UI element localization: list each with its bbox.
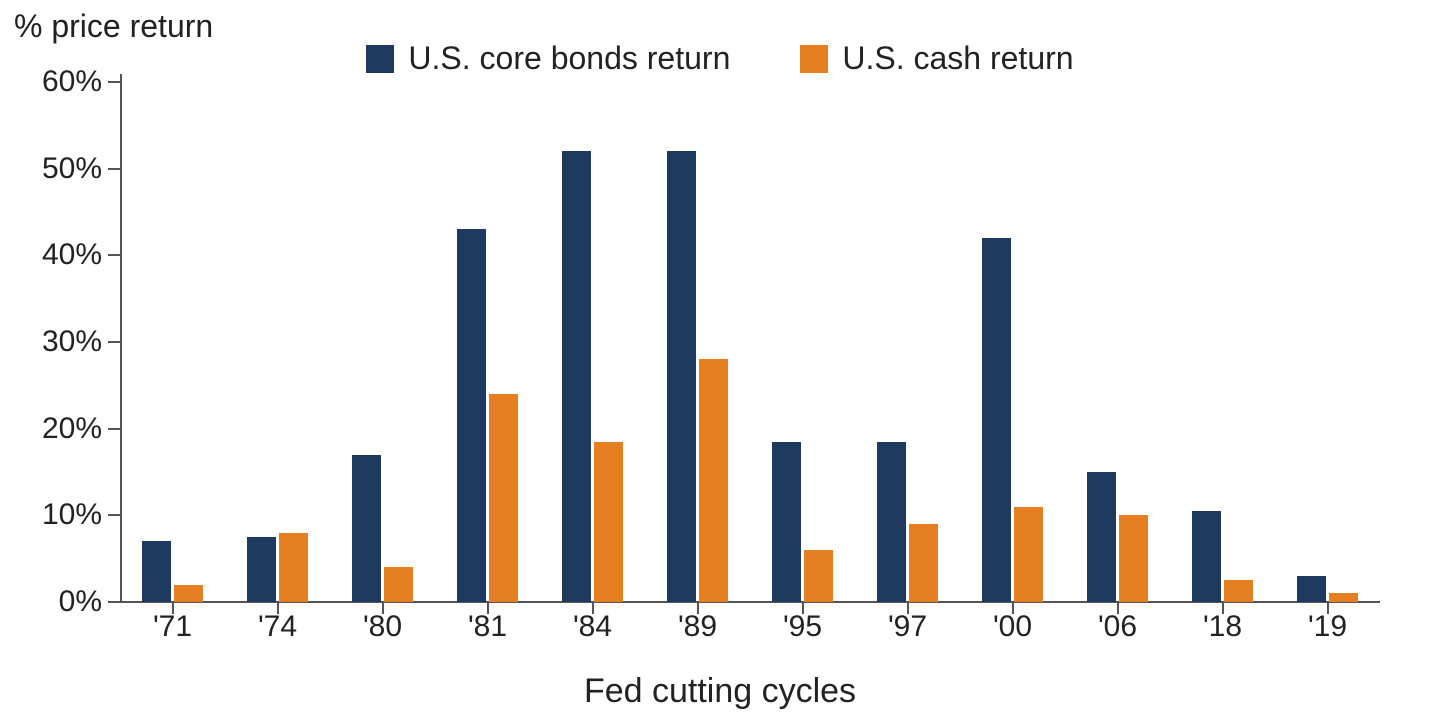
bar-series2 — [909, 524, 938, 602]
legend-swatch-series1 — [366, 45, 394, 73]
y-tick-label: 0% — [0, 585, 102, 619]
x-tick-label: '19 — [1308, 610, 1347, 644]
x-tick-label: '80 — [363, 610, 402, 644]
bar-series1 — [247, 537, 276, 602]
bar-series2 — [804, 550, 833, 602]
y-tick-label: 10% — [0, 498, 102, 532]
returns-bar-chart: % price return U.S. core bonds return U.… — [0, 0, 1440, 727]
y-tick-label: 30% — [0, 325, 102, 359]
legend-label-series2: U.S. cash return — [842, 40, 1073, 77]
bar-series1 — [1192, 511, 1221, 602]
bar-series1 — [982, 238, 1011, 602]
x-tick-label: '74 — [258, 610, 297, 644]
legend-item-series1: U.S. core bonds return — [366, 40, 730, 77]
bar-series1 — [562, 151, 591, 602]
y-tick-label: 40% — [0, 238, 102, 272]
bar-series1 — [1297, 576, 1326, 602]
x-tick-label: '00 — [993, 610, 1032, 644]
bar-series1 — [877, 442, 906, 602]
bar-series2 — [489, 394, 518, 602]
x-tick-label: '18 — [1203, 610, 1242, 644]
x-tick-label: '71 — [153, 610, 192, 644]
x-tick-label: '06 — [1098, 610, 1137, 644]
y-tick — [108, 168, 120, 170]
y-tick-label: 20% — [0, 412, 102, 446]
bar-series1 — [142, 541, 171, 602]
bar-series2 — [1014, 507, 1043, 602]
bar-series2 — [1224, 580, 1253, 602]
bar-series2 — [594, 442, 623, 602]
x-tick-label: '97 — [888, 610, 927, 644]
x-tick-label: '84 — [573, 610, 612, 644]
y-tick — [108, 341, 120, 343]
plot-area — [120, 82, 1380, 602]
x-tick-label: '89 — [678, 610, 717, 644]
bar-series1 — [667, 151, 696, 602]
x-axis-title: Fed cutting cycles — [0, 672, 1440, 711]
y-tick — [108, 81, 120, 83]
x-tick-label: '81 — [468, 610, 507, 644]
y-tick-label: 60% — [0, 65, 102, 99]
bar-series2 — [699, 359, 728, 602]
bar-series1 — [1087, 472, 1116, 602]
y-tick — [108, 254, 120, 256]
chart-legend: U.S. core bonds return U.S. cash return — [0, 40, 1440, 77]
bar-series2 — [1119, 515, 1148, 602]
bar-series2 — [174, 585, 203, 602]
y-tick-label: 50% — [0, 152, 102, 186]
bar-series2 — [1329, 593, 1358, 602]
bar-series1 — [352, 455, 381, 602]
bar-series2 — [384, 567, 413, 602]
bar-series1 — [457, 229, 486, 602]
bar-series2 — [279, 533, 308, 602]
y-tick — [108, 601, 120, 603]
y-tick — [108, 428, 120, 430]
legend-item-series2: U.S. cash return — [800, 40, 1073, 77]
legend-swatch-series2 — [800, 45, 828, 73]
x-tick-label: '95 — [783, 610, 822, 644]
x-axis — [120, 601, 1380, 603]
y-axis — [120, 74, 122, 602]
bar-series1 — [772, 442, 801, 602]
y-tick — [108, 514, 120, 516]
legend-label-series1: U.S. core bonds return — [408, 40, 730, 77]
